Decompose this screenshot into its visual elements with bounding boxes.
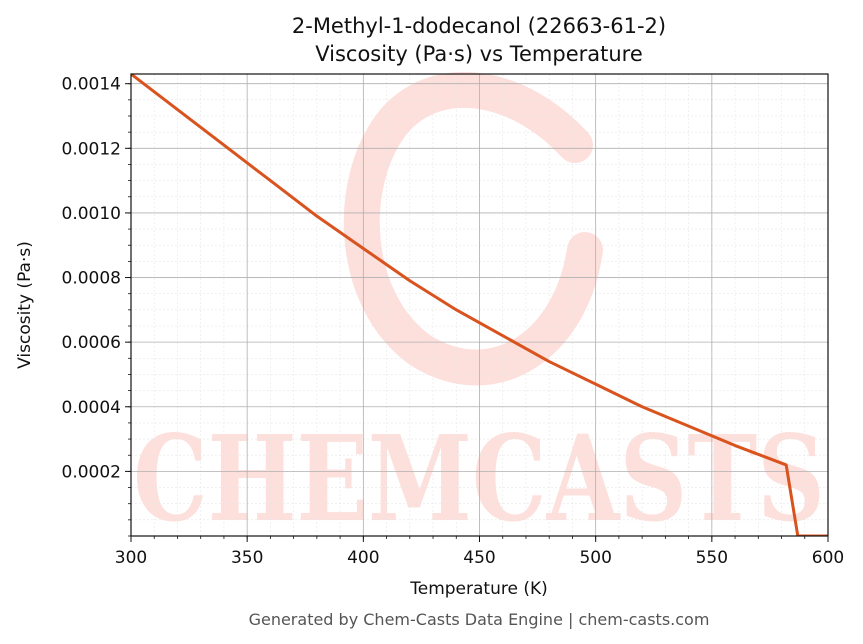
y-tick-label: 0.0014 <box>62 75 121 95</box>
x-tick-label: 350 <box>231 548 263 568</box>
x-tick-label: 450 <box>463 548 495 568</box>
x-tick-label: 500 <box>579 548 611 568</box>
x-tick-label: 400 <box>347 548 379 568</box>
y-tick-label: 0.0012 <box>62 139 121 159</box>
x-tick-label: 550 <box>696 548 728 568</box>
chemcasts-watermark: CHEMCASTS <box>133 72 825 548</box>
footer-credit: Generated by Chem-Casts Data Engine | ch… <box>249 610 710 629</box>
viscosity-series-line <box>131 74 828 536</box>
x-tick-label: 600 <box>812 548 844 568</box>
y-axis-label: Viscosity (Pa·s) <box>15 241 35 369</box>
x-tick-label: 300 <box>115 548 147 568</box>
watermark-text: CHEMCASTS <box>133 409 825 548</box>
y-tick-label: 0.0002 <box>62 462 121 482</box>
chart-subtitle: Viscosity (Pa·s) vs Temperature <box>315 42 643 66</box>
y-axis-ticks: 0.0002 0.0004 0.0006 0.0008 0.0010 0.0012 0.00… <box>62 75 131 537</box>
y-tick-label: 0.0004 <box>62 398 121 418</box>
chart-title: 2-Methyl-1-dodecanol (22663-61-2) <box>292 14 666 38</box>
x-axis-ticks: 300 350 400 450 500 550 600 <box>115 536 844 568</box>
y-tick-label: 0.0008 <box>62 269 121 289</box>
y-tick-label: 0.0006 <box>62 333 121 353</box>
y-tick-label: 0.0010 <box>62 204 121 224</box>
x-axis-label: Temperature (K) <box>409 579 548 599</box>
